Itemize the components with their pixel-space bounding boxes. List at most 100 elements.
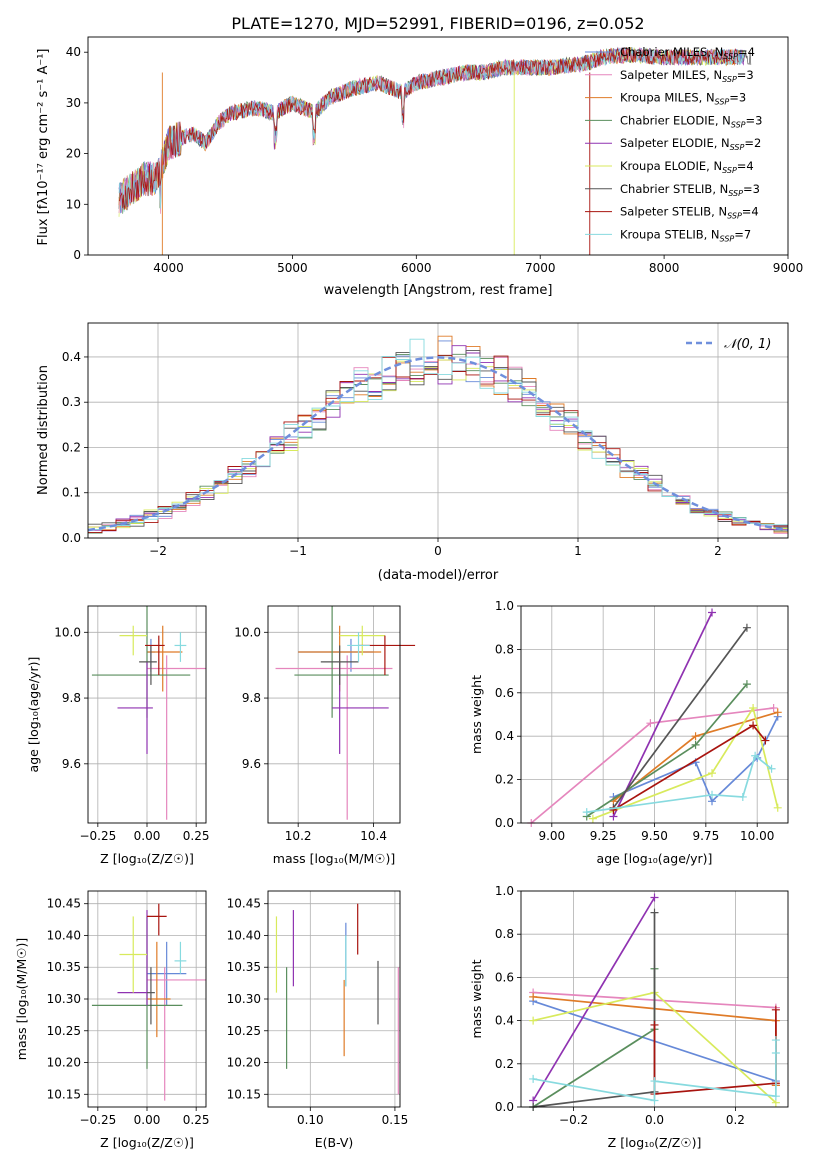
x-tick-label: 0.25 — [183, 1113, 210, 1127]
y-tick-label: 10.35 — [47, 960, 81, 974]
weight-marker — [708, 608, 717, 617]
errorbar-point — [147, 967, 155, 1025]
y-tick-label: 10.15 — [227, 1087, 261, 1101]
y-tick-label: 0.0 — [495, 1100, 514, 1114]
y-tick-label: 10.20 — [47, 1056, 81, 1070]
x-tick-label: 1 — [574, 544, 582, 558]
y-tick-label: 10.15 — [47, 1087, 81, 1101]
errorbar-point — [339, 625, 385, 656]
x-tick-label: 9000 — [773, 261, 804, 275]
weight-marker — [749, 703, 758, 712]
weight-marker — [582, 808, 591, 817]
errorbar-point — [147, 903, 167, 936]
histogram-legend: 𝒩(0, 1) — [686, 337, 771, 352]
legend-entry: Kroupa MILES, NSSP=3 — [620, 91, 746, 107]
legend-entry: Salpeter ELODIE, NSSP=2 — [620, 136, 761, 152]
x-axis-label: Z [log₁₀(Z/Z☉)] — [608, 1135, 702, 1150]
y-tick-label: 0.4 — [495, 729, 514, 743]
normal-reference-curve — [87, 356, 789, 532]
errorbar-point — [275, 655, 393, 820]
errorbar-point — [145, 635, 165, 676]
weight-marker — [650, 1077, 659, 1086]
legend-entry: Chabrier MILES, NSSP=4 — [620, 45, 755, 61]
weight-marker — [529, 1074, 538, 1083]
mass-vs-Z-panel: −0.25 0.00 0.25 10.15 10.20 10.25 10.30 10.35 10… — [14, 890, 210, 1150]
histogram-steps — [87, 335, 789, 534]
weight-marker — [650, 893, 659, 902]
legend-entry: Kroupa ELODIE, NSSP=4 — [620, 159, 754, 175]
y-tick-label: 1.0 — [495, 884, 514, 898]
weight-marker — [529, 1016, 538, 1025]
errorbar-point — [320, 645, 359, 685]
weight-marker — [751, 751, 760, 760]
y-tick-label: 0.6 — [495, 686, 514, 700]
weight-marker — [650, 1020, 659, 1029]
x-tick-label: 0.00 — [134, 829, 161, 843]
errorbar-point — [174, 632, 187, 662]
errorbar-point — [119, 625, 147, 656]
y-tick-label: 10.25 — [227, 1024, 261, 1038]
y-tick-label: 10.35 — [227, 960, 261, 974]
x-axis-label: Z [log₁₀(Z/Z☉)] — [100, 851, 194, 866]
weight-series-line — [532, 897, 656, 1101]
weight-marker — [529, 992, 538, 1001]
weight-marker — [773, 708, 782, 717]
svg-text:𝒩(0, 1): 𝒩(0, 1) — [724, 337, 771, 352]
errorbar-point — [119, 916, 147, 993]
y-tick-label: 0.2 — [62, 440, 81, 454]
histogram-ylabel: Normed distribution — [36, 365, 51, 495]
x-tick-label: 4000 — [153, 261, 184, 275]
y-tick-label: 10.25 — [47, 1024, 81, 1038]
weight-series-line — [612, 627, 748, 809]
y-tick-label: 0.3 — [62, 395, 81, 409]
residual-histogram-panel: 𝒩(0, 1) −2 −1 0 1 2 0.0 0.1 0.2 0.3 0.4 (data-mod… — [36, 322, 789, 583]
x-tick-label: −0.25 — [79, 829, 116, 843]
spectrum-title: PLATE=1270, MJD=52991, FIBERID=0196, z=0… — [231, 14, 644, 33]
weight-marker — [773, 803, 782, 812]
errorbar-point — [174, 941, 187, 974]
weight-marker — [769, 703, 778, 712]
y-tick-label: 30 — [66, 96, 81, 110]
weight-marker — [738, 792, 747, 801]
y-tick-label: 0.6 — [495, 970, 514, 984]
x-tick-label: 6000 — [401, 261, 432, 275]
errorbar-point — [147, 625, 183, 692]
weight-marker — [609, 805, 618, 814]
y-tick-label: 9.6 — [242, 757, 261, 771]
weight-series-line — [592, 705, 779, 820]
weight-marker — [771, 1005, 780, 1014]
weight-marker — [761, 736, 770, 745]
x-tick-label: 8000 — [649, 261, 680, 275]
y-tick-label: 0.4 — [62, 350, 81, 364]
x-tick-label: 10.2 — [285, 829, 312, 843]
weight-marker — [771, 1036, 780, 1045]
weight-marker — [650, 908, 659, 917]
legend-entry: Kroupa STELIB, NSSP=7 — [620, 227, 751, 243]
x-tick-label: 9.00 — [538, 829, 565, 843]
x-tick-label: 10.4 — [360, 829, 387, 843]
weight-marker — [771, 1049, 780, 1057]
x-tick-label: 7000 — [525, 261, 556, 275]
weight-series-line — [612, 612, 713, 817]
y-tick-label: 10.0 — [234, 625, 261, 639]
age-vs-mass-panel: 10.2 10.4 9.6 9.8 10.0 mass [log₁₀(M/M☉)] — [234, 605, 416, 866]
y-tick-label: 10.45 — [227, 897, 261, 911]
y-tick-label: 0.0 — [62, 531, 81, 545]
y-tick-label: 0.1 — [62, 486, 81, 500]
x-tick-label: 0.15 — [382, 1113, 409, 1127]
x-axis-label: age [log₁₀(age/yr)] — [597, 851, 713, 866]
x-tick-label: 0.10 — [297, 1113, 324, 1127]
weight-marker — [691, 740, 700, 749]
weight-marker — [691, 732, 700, 741]
weight-marker — [771, 1092, 780, 1101]
y-tick-label: 10.40 — [227, 928, 261, 942]
y-tick-label: 9.8 — [62, 691, 81, 705]
x-tick-label: 0.25 — [183, 829, 210, 843]
errorbar-point — [147, 941, 187, 1006]
x-tick-label: −0.2 — [559, 1113, 588, 1127]
legend-entry: Salpeter STELIB, NSSP=4 — [620, 205, 759, 221]
x-tick-label: 9.25 — [590, 829, 617, 843]
x-tick-label: 5000 — [277, 261, 308, 275]
spectrum-xlabel: wavelength [Angstrom, rest frame] — [324, 283, 553, 298]
